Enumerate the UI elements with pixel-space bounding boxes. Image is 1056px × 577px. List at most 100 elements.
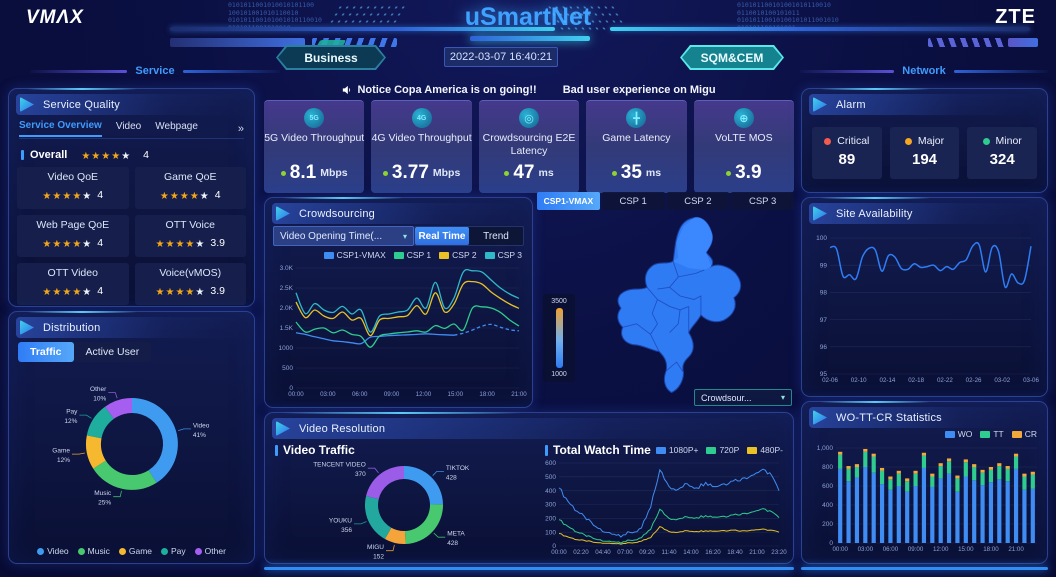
legend-swatch xyxy=(747,446,758,454)
notice-text-2: Bad user experience on Migu xyxy=(562,84,716,96)
svg-text:06:00: 06:00 xyxy=(352,391,368,398)
sqm-cem-label: SQM&CEM xyxy=(682,47,782,68)
star-icon: ★ xyxy=(72,287,83,298)
star-icon: ★ xyxy=(121,151,132,162)
svg-text:21:00: 21:00 xyxy=(749,549,765,556)
toggle-real-time[interactable]: Real Time xyxy=(414,227,469,245)
svg-text:41%: 41% xyxy=(193,432,206,439)
alarm-severity-dot xyxy=(824,137,832,145)
tab-traffic[interactable]: Traffic xyxy=(18,342,74,362)
svg-text:00:00: 00:00 xyxy=(551,549,567,556)
legend-item[interactable]: TT xyxy=(980,429,1004,439)
star-icon: ★ xyxy=(52,191,63,202)
svg-text:YOUKU: YOUKU xyxy=(329,517,352,524)
panel-title: Distribution xyxy=(43,321,101,334)
legend-item[interactable]: Music xyxy=(77,546,110,556)
star-rating: ★★★★★ xyxy=(156,234,206,252)
service-quality-tabs: Service Overview Video Webpage » xyxy=(19,119,244,139)
map-metric-dropdown[interactable]: Crowdsour... ▾ xyxy=(694,389,792,406)
crowdsourcing-controls: Video Opening Time(... ▾ Real Time Trend xyxy=(273,226,524,246)
svg-text:07:00: 07:00 xyxy=(617,549,633,556)
svg-text:09:20: 09:20 xyxy=(639,549,655,556)
tab-csp1-vmax[interactable]: CSP1-VMAX xyxy=(537,192,600,210)
legend-item[interactable]: Video xyxy=(37,546,69,556)
svg-text:03:00: 03:00 xyxy=(320,391,336,398)
legend-swatch xyxy=(323,251,334,259)
tab-service-overview[interactable]: Service Overview xyxy=(19,120,102,137)
kpi-value: 35 xyxy=(620,162,642,183)
video-traffic-donut-chart: TIKTOK 428 META 428 MIGU 152 YOUKU 356 TENCENT V… xyxy=(271,453,529,570)
legend-swatch xyxy=(944,430,955,438)
alarm-label-row: Major xyxy=(890,135,960,147)
qoe-card-rating: ★★★★★ 4 xyxy=(135,186,247,204)
wo-tt-cr-bar-chart: 0 200 400 600 800 1,000 00:00 03:00 06:00 09:00 12… xyxy=(808,444,1041,561)
legend-item[interactable]: 720P xyxy=(706,445,739,455)
map-zone: CSP1-VMAX CSP 1 CSP 2 CSP 3 3500 1000 Crowd… xyxy=(537,192,794,408)
legend-item[interactable]: CSP 2 xyxy=(439,250,477,260)
legend-item[interactable]: Other xyxy=(194,546,226,556)
legend-item[interactable]: CSP1-VMAX xyxy=(323,250,386,260)
overall-star-rating: ★★★★★ xyxy=(81,146,131,164)
kpi-unit: Mbps xyxy=(432,167,461,179)
watch-time-line-chart: 0 100 200 300 400 500 600 00:00 02:20 04:40 07:00 0… xyxy=(537,459,787,564)
legend-item[interactable]: CSP 1 xyxy=(393,250,431,260)
qoe-card-rating: ★★★★★ 4 xyxy=(17,186,129,204)
kpi-value-row: 3.77 Mbps xyxy=(382,162,461,184)
star-icon: ★ xyxy=(199,191,210,202)
panel-arrow-icon xyxy=(813,97,827,112)
hazard-stripes-right xyxy=(928,38,1006,47)
legend-item[interactable]: CSP 3 xyxy=(484,250,522,260)
vmax-logo: VMΛX xyxy=(26,7,84,28)
legend-item[interactable]: 1080P+ xyxy=(655,445,698,455)
legend-item[interactable]: 480P- xyxy=(747,445,783,455)
toggle-trend[interactable]: Trend xyxy=(483,230,509,242)
tab-video[interactable]: Video xyxy=(115,121,142,132)
star-icon: ★ xyxy=(62,191,73,202)
panel-title: Service Quality xyxy=(43,98,120,111)
kpi-value-row: 35 ms xyxy=(611,162,661,184)
more-tabs-icon[interactable]: » xyxy=(237,122,244,135)
legend-swatch xyxy=(439,251,450,259)
tab-csp-3[interactable]: CSP 3 xyxy=(731,192,794,210)
notice-bar: Notice Copa America is on going!! Bad us… xyxy=(264,84,794,96)
zte-logo: ZTE xyxy=(995,6,1036,28)
qoe-card-grid: Video QoE ★★★★★ 4 Game QoE ★★★★★ 4 Web Page Qo… xyxy=(17,167,246,305)
wo-tt-cr-panel: WO-TT-CR Statistics WO TT CR 0 200 400 600 800… xyxy=(801,401,1048,564)
star-icon: ★ xyxy=(175,287,186,298)
svg-text:09:00: 09:00 xyxy=(384,391,400,398)
tab-webpage[interactable]: Webpage xyxy=(155,121,198,132)
metric-dropdown[interactable]: Video Opening Time(... ▾ xyxy=(273,226,414,246)
kpi-label: 5G Video Throughput xyxy=(264,132,365,144)
kpi-label: Game Latency xyxy=(602,132,671,144)
tab-csp-2[interactable]: CSP 2 xyxy=(666,192,730,210)
watch-time-subtitle: Total Watch Time xyxy=(545,443,651,457)
qoe-card: Video QoE ★★★★★ 4 xyxy=(17,167,129,209)
legend-dot xyxy=(37,547,45,555)
legend-item[interactable]: CR xyxy=(1011,429,1037,439)
legend-item[interactable]: Pay xyxy=(161,546,186,556)
alarm-header: Alarm xyxy=(809,94,1040,115)
star-icon: ★ xyxy=(189,191,200,202)
distribution-panel: Distribution Traffic Active User Video 41%… xyxy=(8,311,255,564)
legend-dot xyxy=(118,547,126,555)
crowdsourcing-panel: Crowdsourcing Video Opening Time(... ▾ Re… xyxy=(264,197,533,408)
svg-text:2.5K: 2.5K xyxy=(280,285,294,292)
alarm-label: Major xyxy=(917,135,945,147)
svg-text:Pay: Pay xyxy=(66,409,78,416)
status-dot xyxy=(504,170,510,176)
star-icon: ★ xyxy=(42,239,53,250)
star-icon: ★ xyxy=(72,191,83,202)
legend-swatch xyxy=(980,430,991,438)
star-icon: ★ xyxy=(52,287,63,298)
qoe-card: Web Page QoE ★★★★★ 4 xyxy=(17,215,129,257)
legend-item[interactable]: WO xyxy=(944,429,972,439)
alarm-count: 89 xyxy=(838,151,856,168)
legend-item[interactable]: Game xyxy=(118,546,152,556)
tab-active-user[interactable]: Active User xyxy=(85,346,140,358)
business-button[interactable]: Business xyxy=(276,45,386,70)
wo-tt-cr-legend: WO TT CR xyxy=(944,429,1037,439)
sqm-cem-button[interactable]: SQM&CEM xyxy=(680,45,784,70)
legend-swatch xyxy=(484,251,495,259)
svg-text:25%: 25% xyxy=(98,500,111,507)
tab-csp-1[interactable]: CSP 1 xyxy=(601,192,665,210)
